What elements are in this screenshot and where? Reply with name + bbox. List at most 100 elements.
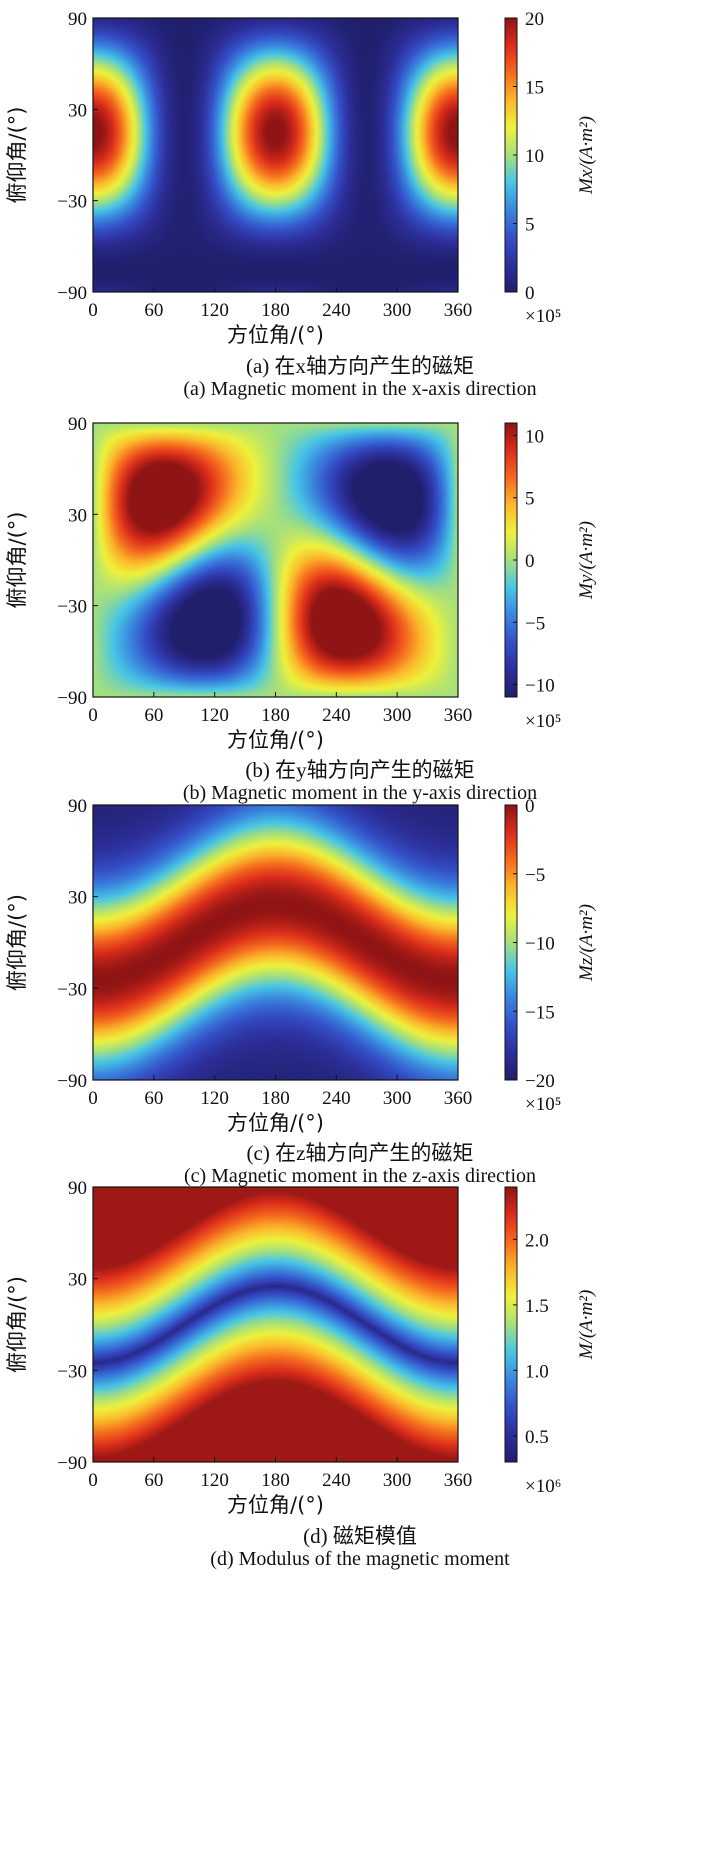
x-tick-label: 120 [200,705,229,726]
x-tick-label: 0 [88,300,98,321]
x-axis-label: 方位角/(°) [227,1111,324,1135]
chart-panel-d: 0 60 120 180 240 300 360 90 30 −30 −90 方位角/(°) 俯仰角/(… [0,1169,720,1587]
heatmap-surface-b [93,423,458,697]
colorbar-tick-label: 1.0 [525,1361,549,1382]
colorbar-tick-label: 10 [525,426,544,447]
colorbar-tick-label: 2.0 [525,1230,549,1251]
x-tick-label: 120 [200,300,229,321]
x-axis-label: 方位角/(°) [227,323,324,347]
colorbar-tick-label: 20 [525,9,544,30]
caption-en: (c) Magnetic moment in the z-axis direct… [183,1165,537,1187]
y-axis-label: 俯仰角/(°) [5,107,29,204]
y-tick-label: −30 [57,597,87,618]
y-tick-label: −90 [57,1071,87,1092]
y-tick-label: −30 [57,979,87,1000]
x-tick-label: 0 [88,705,98,726]
y-tick-label: 90 [68,1178,87,1199]
chart-svg-b: 0 60 120 180 240 300 360 90 30 −30 −90 方位角/(°) 俯仰角/(… [5,414,597,752]
colorbar-exponent: ×10⁵ [525,1094,561,1115]
y-axis-label: 俯仰角/(°) [5,1276,29,1373]
y-tick-label: −90 [57,283,87,304]
heatmap-surface-a [93,18,458,292]
x-tick-label: 180 [261,300,290,321]
x-tick-label: 180 [261,1088,290,1109]
x-tick-label: 60 [144,1470,163,1491]
colorbar [504,1186,518,1463]
x-tick-label: 0 [88,1470,98,1491]
x-tick-label: 60 [144,300,163,321]
y-tick-label: 30 [68,505,87,526]
y-axis-label: 俯仰角/(°) [5,894,29,991]
x-tick-label: 300 [383,1088,412,1109]
x-tick-label: 300 [383,1470,412,1491]
chart-svg-a: 0 60 120 180 240 300 360 90 30 −30 −90 方位角/(°) 俯仰角/(… [5,9,597,347]
y-tick-label: 90 [68,9,87,30]
x-tick-label: 240 [322,1470,351,1491]
caption-en: (a) Magnetic moment in the x-axis direct… [183,378,537,400]
colorbar-label: My/(A·m²) [576,521,597,600]
x-axis-label: 方位角/(°) [227,1493,324,1517]
caption-zh: (b) 在y轴方向产生的磁矩 [245,758,475,782]
x-tick-label: 360 [444,705,473,726]
y-tick-label: −30 [57,192,87,213]
caption-en: (d) Modulus of the magnetic moment [210,1548,510,1570]
colorbar-tick-label: −10 [525,934,555,955]
y-axis-label: 俯仰角/(°) [5,512,29,609]
x-tick-label: 240 [322,705,351,726]
x-tick-label: 360 [444,300,473,321]
heatmap-surface-c [93,805,458,1080]
caption-en: (b) Magnetic moment in the y-axis direct… [182,782,538,804]
x-tick-label: 360 [444,1088,473,1109]
y-tick-label: −90 [57,688,87,709]
x-tick-label: 240 [322,1088,351,1109]
chart-svg-c: 0 60 120 180 240 300 360 90 30 −30 −90 方位角/(°) 俯仰角/(… [5,796,597,1135]
x-axis-label: 方位角/(°) [227,728,324,752]
y-tick-label: 90 [68,796,87,817]
y-tick-label: −90 [57,1453,87,1474]
chart-panel-c: 0 60 120 180 240 300 360 90 30 −30 −90 方位角/(°) 俯仰角/(… [0,787,720,1204]
colorbar-label: Mx/(A·m²) [576,116,597,195]
y-tick-label: −30 [57,1361,87,1382]
colorbar-tick-label: 5 [525,489,535,510]
colorbar-tick-label: −5 [525,613,545,634]
y-tick-label: 30 [68,1270,87,1291]
colorbar-tick-label: 15 [525,78,544,99]
chart-panel-b: 0 60 120 180 240 300 360 90 30 −30 −90 方位角/(°) 俯仰角/(… [0,405,720,821]
colorbar-tick-label: −5 [525,865,545,886]
colorbar-tick-label: −15 [525,1002,555,1023]
caption-zh: (a) 在x轴方向产生的磁矩 [245,354,475,378]
x-tick-label: 360 [444,1470,473,1491]
colorbar-exponent: ×10⁶ [525,1476,561,1497]
colorbar-tick-label: 0 [525,796,535,817]
x-tick-label: 300 [383,300,412,321]
colorbar-exponent: ×10⁵ [525,306,561,327]
x-tick-label: 120 [200,1088,229,1109]
colorbar-tick-label: −20 [525,1071,555,1092]
caption-zh: (c) 在z轴方向产生的磁矩 [246,1141,474,1165]
colorbar-tick-label: 0 [525,283,535,304]
colorbar-exponent: ×10⁵ [525,711,561,732]
colorbar-label: M/(A·m²) [576,1290,597,1361]
x-tick-label: 120 [200,1470,229,1491]
y-tick-label: 30 [68,100,87,121]
x-tick-label: 60 [144,705,163,726]
x-tick-label: 180 [261,1470,290,1491]
heatmap-surface-d [93,1187,458,1462]
x-tick-label: 180 [261,705,290,726]
colorbar-tick-label: 1.5 [525,1296,549,1317]
y-tick-label: 30 [68,888,87,909]
y-tick-label: 90 [68,414,87,435]
x-tick-label: 60 [144,1088,163,1109]
x-tick-label: 0 [88,1088,98,1109]
colorbar-tick-label: −10 [525,676,555,697]
colorbar-tick-label: 0.5 [525,1427,549,1448]
caption-zh: (d) 磁矩模值 [303,1524,417,1548]
chart-panel-a: 0 60 120 180 240 300 360 90 30 −30 −90 方位角/(°) 俯仰角/(… [0,0,720,417]
x-tick-label: 300 [383,705,412,726]
colorbar-tick-label: 5 [525,215,535,236]
colorbar-label: Mz/(A·m²) [576,904,597,982]
chart-svg-d: 0 60 120 180 240 300 360 90 30 −30 −90 方位角/(°) 俯仰角/(… [5,1178,597,1517]
x-tick-label: 240 [322,300,351,321]
colorbar-tick-label: 0 [525,551,535,572]
